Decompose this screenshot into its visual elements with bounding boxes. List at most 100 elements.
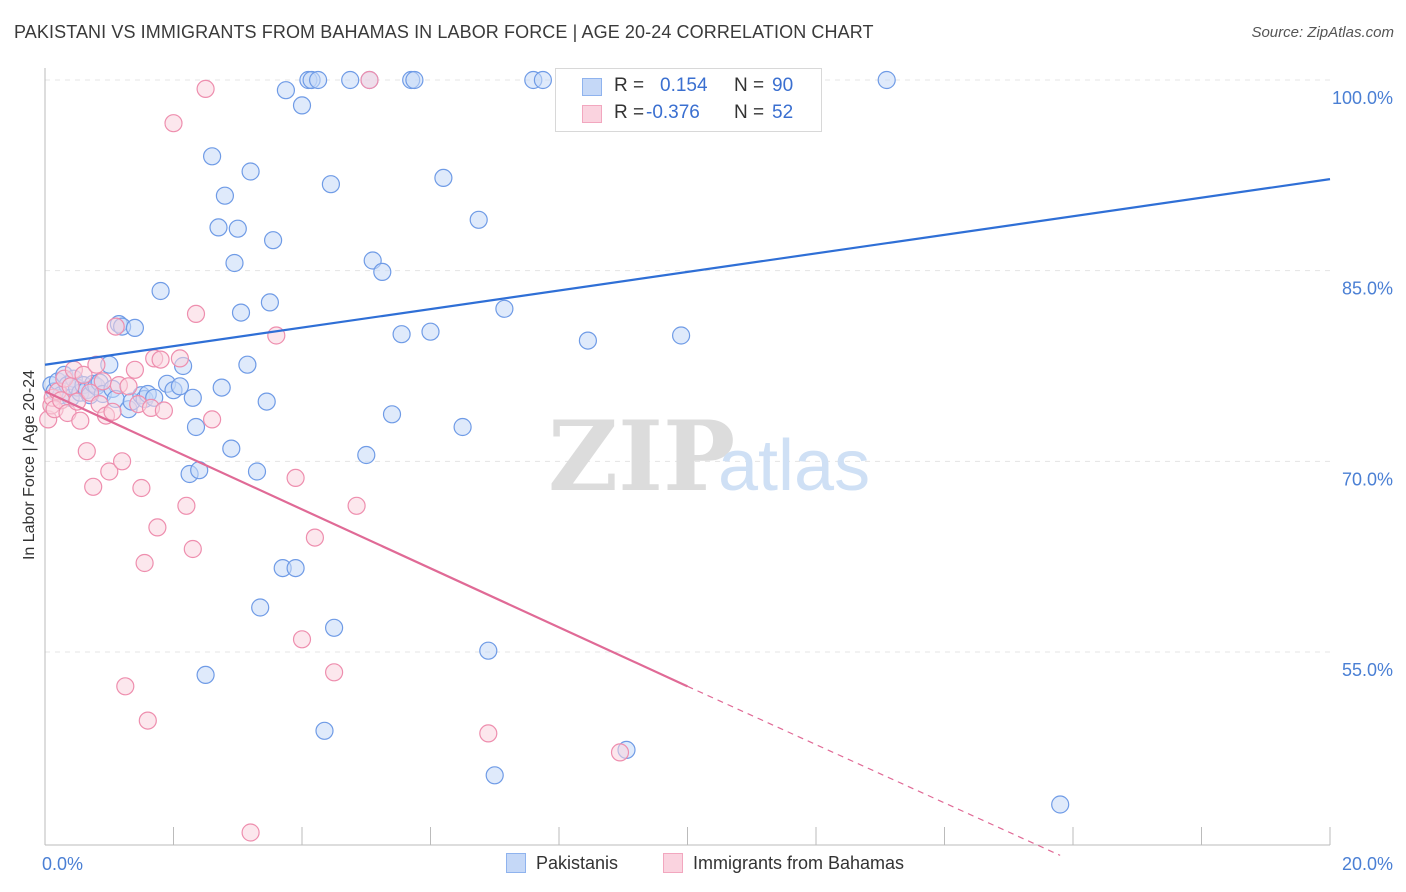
- y-tick-label: 85.0%: [1342, 279, 1393, 299]
- legend-swatch-pakistanis: [506, 853, 526, 873]
- data-point: [434, 168, 453, 187]
- data-point: [382, 405, 402, 424]
- data-point: [74, 365, 93, 384]
- trend-line-pakistanis: [44, 178, 1331, 366]
- data-point: [196, 665, 215, 685]
- r-label: R =: [614, 102, 645, 123]
- data-point: [154, 401, 173, 420]
- data-point: [341, 70, 360, 90]
- data-point: [151, 281, 170, 301]
- data-point: [203, 410, 222, 429]
- data-point: [360, 70, 379, 90]
- data-point: [485, 766, 504, 785]
- data-point: [453, 417, 472, 437]
- data-point: [106, 317, 125, 336]
- data-point: [238, 355, 257, 374]
- data-point: [264, 231, 283, 250]
- y-tick-label: 55.0%: [1342, 660, 1393, 680]
- data-point: [315, 721, 334, 740]
- data-point: [186, 417, 206, 437]
- data-point: [209, 218, 228, 237]
- source-credit: Source: ZipAtlas.com: [1251, 24, 1394, 41]
- data-point: [135, 553, 154, 573]
- data-point: [321, 175, 340, 194]
- data-point: [84, 477, 103, 496]
- axes: [44, 68, 1331, 846]
- data-point: [276, 81, 295, 100]
- data-point: [132, 478, 151, 498]
- data-point: [125, 360, 144, 379]
- data-point: [392, 325, 411, 344]
- trend-line-bahamas: [44, 390, 688, 688]
- data-point: [305, 528, 324, 547]
- data-point: [241, 162, 260, 181]
- n-value: 52: [772, 102, 794, 123]
- data-point: [292, 630, 312, 649]
- data-point: [325, 618, 344, 637]
- trend-lines: [44, 178, 1331, 856]
- data-point: [292, 96, 312, 115]
- data-point: [112, 452, 132, 471]
- watermark: ZIP atlas: [548, 400, 870, 513]
- data-point: [241, 823, 260, 842]
- series-bahamas: [39, 70, 630, 842]
- data-point: [203, 147, 222, 166]
- r-value: -0.376: [646, 102, 700, 123]
- data-point: [251, 598, 270, 617]
- data-point: [421, 322, 440, 341]
- data-point: [116, 677, 135, 696]
- n-label: N =: [734, 102, 765, 123]
- data-point: [671, 326, 691, 345]
- x-tick-label: 0.0%: [42, 854, 83, 874]
- stats-row-bahamas: R = -0.376 N = 52: [556, 102, 821, 128]
- data-point: [103, 402, 122, 421]
- data-point: [93, 372, 112, 391]
- stats-swatch-bahamas: [582, 105, 602, 123]
- data-point: [228, 219, 247, 238]
- legend-label-bahamas: Immigrants from Bahamas: [693, 853, 905, 873]
- n-label: N =: [734, 75, 765, 96]
- legend: Pakistanis Immigrants from Bahamas: [0, 851, 1406, 877]
- data-point: [186, 304, 206, 323]
- data-point: [495, 299, 514, 318]
- data-point: [164, 114, 183, 133]
- data-point: [479, 724, 498, 743]
- data-point: [222, 439, 241, 458]
- data-point: [286, 558, 305, 578]
- data-point: [71, 411, 90, 430]
- data-point: [469, 210, 488, 229]
- data-point: [877, 70, 896, 90]
- chart-title: PAKISTANI VS IMMIGRANTS FROM BAHAMAS IN …: [14, 22, 874, 42]
- data-point: [309, 70, 328, 90]
- data-point: [578, 331, 598, 350]
- data-point: [247, 462, 267, 481]
- data-point: [77, 442, 96, 461]
- data-point: [325, 663, 344, 682]
- tick-labels: 100.0% 85.0% 70.0% 55.0% 0.0% 20.0%: [42, 88, 1393, 874]
- data-point: [177, 496, 196, 515]
- data-point: [373, 262, 392, 281]
- correlation-stats-box: R = 0.154 N = 90 R = -0.376 N = 52: [555, 68, 822, 132]
- r-value: 0.154: [660, 75, 708, 96]
- data-point: [183, 388, 202, 407]
- data-point: [610, 743, 630, 762]
- data-point: [225, 253, 244, 273]
- y-tick-label: 70.0%: [1342, 469, 1393, 489]
- data-point: [479, 641, 498, 660]
- data-point: [138, 711, 157, 730]
- data-point: [196, 79, 215, 99]
- stats-swatch-pakistanis: [582, 78, 602, 96]
- legend-label-pakistanis: Pakistanis: [536, 853, 619, 873]
- data-point: [148, 518, 167, 537]
- n-value: 90: [772, 75, 794, 96]
- data-point: [257, 392, 276, 411]
- data-point: [212, 378, 231, 397]
- stats-row-pakistanis: R = 0.154 N = 90: [556, 75, 821, 101]
- data-point: [170, 377, 189, 396]
- data-point: [533, 70, 553, 90]
- data-point: [151, 350, 170, 369]
- watermark-zip: ZIP: [548, 400, 735, 513]
- data-point: [260, 293, 279, 312]
- data-point: [1051, 795, 1070, 814]
